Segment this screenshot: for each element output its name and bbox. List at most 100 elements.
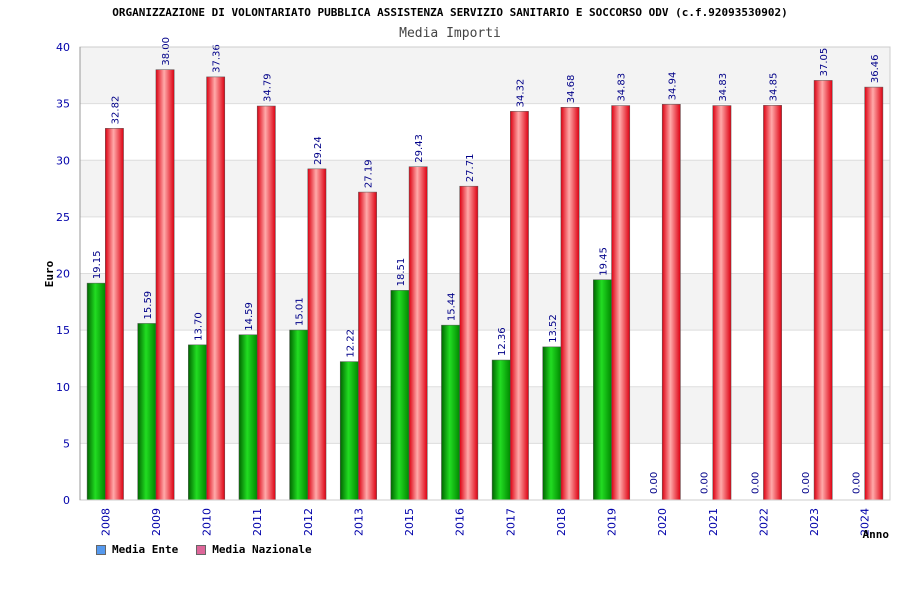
x-tick-label: 2013 (352, 508, 365, 536)
x-tick-label: 2016 (454, 508, 467, 536)
bar-label-media-nazionale: 34.83 (617, 73, 628, 102)
bar-media-ente (339, 361, 359, 501)
y-tick-label: 15 (56, 324, 70, 337)
bar-media-ente (593, 279, 612, 501)
legend-label-media-nazionale: Media Nazionale (212, 543, 312, 556)
bar-label-media-ente: 14.59 (244, 302, 255, 331)
bar-label-media-ente: 12.36 (497, 327, 508, 356)
bar-label-media-nazionale: 27.71 (465, 154, 476, 183)
bar-label-media-ente: 13.52 (548, 314, 559, 343)
bar-label-media-ente: 0.00 (852, 472, 863, 494)
y-axis-label: Euro (43, 260, 56, 287)
bar-label-media-nazionale: 34.68 (566, 75, 577, 104)
bar-label-media-nazionale: 34.85 (769, 73, 780, 102)
x-tick-label: 2021 (707, 508, 720, 536)
bar-label-media-ente: 0.00 (801, 472, 812, 494)
x-tick-label: 2024 (859, 508, 872, 536)
bar-media-ente (137, 323, 157, 501)
bar-media-nazionale (408, 166, 428, 501)
bar-media-nazionale (206, 76, 226, 501)
bar-media-ente (238, 334, 258, 501)
y-tick-label: 40 (56, 41, 70, 54)
bar-label-media-ente: 0.00 (700, 472, 711, 494)
legend: Media Ente Media Nazionale (96, 543, 312, 556)
x-tick-label: 2011 (251, 508, 264, 536)
legend-item-media-nazionale: Media Nazionale (196, 543, 312, 556)
x-tick-label: 2010 (201, 508, 214, 536)
bar-media-nazionale (358, 191, 377, 501)
y-tick-label: 25 (56, 211, 70, 224)
bar-label-media-nazionale: 29.24 (313, 136, 324, 165)
legend-item-media-ente: Media Ente (96, 543, 178, 556)
x-tick-label: 2022 (757, 508, 770, 536)
bar-media-ente (390, 290, 410, 501)
x-tick-label: 2017 (504, 508, 517, 536)
chart-title: ORGANIZZAZIONE DI VOLONTARIATO PUBBLICA … (112, 6, 788, 19)
y-tick-label: 5 (63, 437, 70, 450)
bar-label-media-nazionale: 37.36 (212, 44, 223, 73)
y-tick-label: 20 (56, 268, 70, 281)
x-tick-label: 2023 (808, 508, 821, 536)
bar-label-media-ente: 12.22 (345, 329, 356, 358)
x-tick-label: 2012 (302, 508, 315, 536)
bar-label-media-nazionale: 27.19 (364, 159, 375, 188)
bar-label-media-ente: 18.51 (396, 258, 407, 287)
bar-media-ente (441, 324, 460, 501)
bar-media-ente (491, 359, 511, 501)
bar-media-ente (289, 329, 309, 501)
x-tick-label: 2008 (99, 508, 112, 536)
bar-label-media-nazionale: 36.46 (870, 54, 881, 83)
bars (86, 69, 884, 501)
legend-swatch-media-ente (96, 544, 106, 555)
bar-label-media-nazionale: 32.82 (110, 96, 121, 125)
y-tick-label: 10 (56, 381, 70, 394)
bar-label-media-nazionale: 34.94 (667, 72, 678, 101)
bar-media-nazionale (864, 86, 884, 501)
legend-label-media-ente: Media Ente (112, 543, 179, 556)
bar-label-media-nazionale: 34.32 (515, 79, 526, 108)
bar-label-media-ente: 19.45 (598, 247, 609, 276)
bar-media-ente (86, 282, 106, 501)
bar-media-nazionale (712, 105, 732, 501)
bar-label-media-ente: 0.00 (649, 472, 660, 494)
bar-label-media-nazionale: 37.05 (819, 48, 830, 77)
y-tick-label: 30 (56, 154, 70, 167)
x-tick-label: 2020 (656, 508, 669, 536)
bar-label-media-ente: 19.15 (92, 250, 103, 279)
bar-label-media-nazionale: 29.43 (414, 134, 425, 163)
x-tick-label: 2018 (555, 508, 568, 536)
y-tick-label: 0 (63, 494, 70, 507)
bar-label-media-ente: 13.70 (193, 312, 204, 341)
x-tick-label: 2019 (606, 508, 619, 536)
bar-media-nazionale (813, 80, 833, 501)
x-tick-label: 2015 (403, 508, 416, 536)
bar-media-nazionale (661, 104, 681, 501)
y-tick-labels: 0 5 10 15 20 25 30 35 40 (56, 41, 70, 507)
bar-label-media-nazionale: 34.83 (718, 73, 729, 102)
y-tick-label: 35 (56, 98, 70, 111)
bar-label-media-ente: 15.44 (447, 293, 458, 322)
axes (79, 46, 891, 501)
bar-media-nazionale (155, 69, 175, 501)
bar-media-ente (542, 346, 562, 501)
bar-label-media-nazionale: 34.79 (262, 73, 273, 102)
x-tick-labels: 2008 2009 2010 2011 2012 2013 2015 2016 2017 2018… (99, 508, 871, 536)
legend-swatch-media-nazionale (196, 544, 207, 555)
chart-subtitle: Media Importi (399, 26, 501, 41)
x-axis-label: Anno (863, 528, 890, 541)
bar-media-nazionale (105, 128, 124, 501)
bar-media-nazionale (510, 111, 529, 501)
bar-media-nazionale (611, 105, 631, 501)
bar-label-media-ente: 15.59 (143, 291, 154, 320)
bar-media-nazionale (307, 168, 327, 501)
bar-media-nazionale (763, 105, 782, 501)
x-tick-label: 2009 (150, 508, 163, 536)
bar-media-ente (188, 344, 207, 501)
bar-label-media-nazionale: 38.00 (161, 37, 172, 66)
bar-label-media-ente: 0.00 (750, 472, 761, 494)
bar-media-nazionale (560, 106, 580, 501)
bar-media-nazionale (256, 105, 276, 501)
bar-label-media-ente: 15.01 (295, 297, 306, 326)
bar-value-labels: 19.15 32.82 15.59 38.00 13.70 37.36 14.59 34.79… (92, 37, 881, 494)
